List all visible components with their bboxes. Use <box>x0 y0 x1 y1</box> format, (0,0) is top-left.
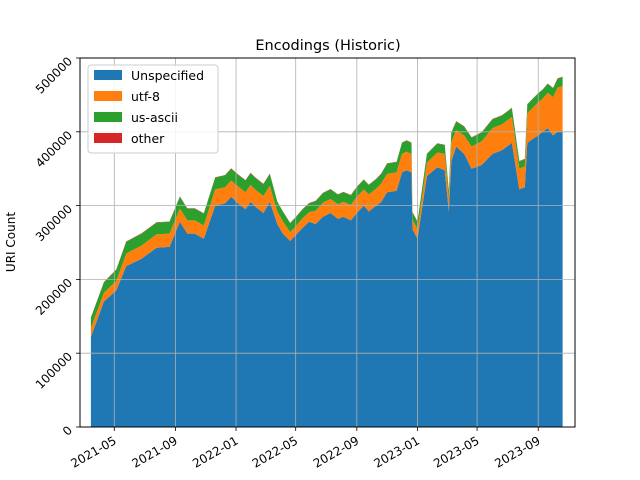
legend-swatch <box>94 112 122 122</box>
legend-label: us-ascii <box>131 110 178 125</box>
stacked-areas <box>90 76 563 427</box>
legend-label: utf-8 <box>131 89 160 104</box>
y-axis-label: URI Count <box>4 212 18 272</box>
legend-swatch <box>94 91 122 101</box>
legend-label: Unspecified <box>131 68 204 83</box>
area-series-0 <box>90 128 563 427</box>
legend-swatch <box>94 133 122 143</box>
chart-title: Encodings (Historic) <box>255 38 400 54</box>
plot-frame <box>79 57 576 428</box>
legend-swatch <box>94 70 122 80</box>
legend: Unspecified utf-8 us-ascii other <box>87 64 219 154</box>
legend-box <box>87 64 219 154</box>
legend-label: other <box>131 131 165 146</box>
area-series-1 <box>90 86 563 337</box>
